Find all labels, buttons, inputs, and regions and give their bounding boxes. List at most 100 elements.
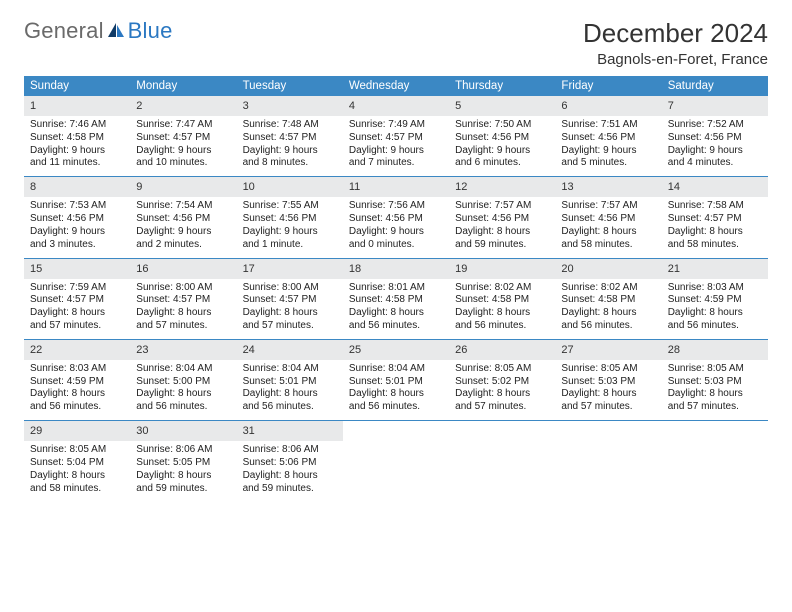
calendar-day: 13Sunrise: 7:57 AMSunset: 4:56 PMDayligh… (555, 177, 661, 257)
sunset-line: Sunset: 5:02 PM (455, 376, 549, 389)
calendar-day: 20Sunrise: 8:02 AMSunset: 4:58 PMDayligh… (555, 259, 661, 339)
calendar-day: 24Sunrise: 8:04 AMSunset: 5:01 PMDayligh… (237, 340, 343, 420)
daylight-line: Daylight: 8 hours and 57 minutes. (455, 388, 549, 414)
day-body: Sunrise: 8:05 AMSunset: 5:03 PMDaylight:… (662, 360, 768, 420)
sunset-line: Sunset: 4:56 PM (455, 132, 549, 145)
sunrise-line: Sunrise: 8:00 AM (243, 282, 337, 295)
brand-word-1: General (24, 18, 104, 44)
day-number: 20 (555, 259, 661, 279)
day-body: Sunrise: 8:04 AMSunset: 5:01 PMDaylight:… (237, 360, 343, 420)
calendar-day: 28Sunrise: 8:05 AMSunset: 5:03 PMDayligh… (662, 340, 768, 420)
sunset-line: Sunset: 4:59 PM (30, 376, 124, 389)
day-body: Sunrise: 8:02 AMSunset: 4:58 PMDaylight:… (449, 279, 555, 339)
day-body: Sunrise: 7:52 AMSunset: 4:56 PMDaylight:… (662, 116, 768, 176)
calendar-week: 8Sunrise: 7:53 AMSunset: 4:56 PMDaylight… (24, 177, 768, 258)
calendar-day: 22Sunrise: 8:03 AMSunset: 4:59 PMDayligh… (24, 340, 130, 420)
sunrise-line: Sunrise: 8:05 AM (561, 363, 655, 376)
sunset-line: Sunset: 4:57 PM (243, 132, 337, 145)
day-number: 13 (555, 177, 661, 197)
sunrise-line: Sunrise: 7:47 AM (136, 119, 230, 132)
daylight-line: Daylight: 8 hours and 56 minutes. (243, 388, 337, 414)
calendar-day: 17Sunrise: 8:00 AMSunset: 4:57 PMDayligh… (237, 259, 343, 339)
day-body: Sunrise: 8:03 AMSunset: 4:59 PMDaylight:… (662, 279, 768, 339)
calendar-day: 6Sunrise: 7:51 AMSunset: 4:56 PMDaylight… (555, 96, 661, 176)
sunrise-line: Sunrise: 7:59 AM (30, 282, 124, 295)
calendar-day: 23Sunrise: 8:04 AMSunset: 5:00 PMDayligh… (130, 340, 236, 420)
sunrise-line: Sunrise: 7:52 AM (668, 119, 762, 132)
day-number: 14 (662, 177, 768, 197)
day-body: Sunrise: 7:56 AMSunset: 4:56 PMDaylight:… (343, 197, 449, 257)
calendar-day (555, 421, 661, 501)
sunrise-line: Sunrise: 8:01 AM (349, 282, 443, 295)
day-number: 30 (130, 421, 236, 441)
day-body: Sunrise: 8:04 AMSunset: 5:01 PMDaylight:… (343, 360, 449, 420)
day-body: Sunrise: 8:06 AMSunset: 5:06 PMDaylight:… (237, 441, 343, 501)
daylight-line: Daylight: 8 hours and 57 minutes. (30, 307, 124, 333)
daylight-line: Daylight: 8 hours and 57 minutes. (243, 307, 337, 333)
sunrise-line: Sunrise: 8:03 AM (668, 282, 762, 295)
dow-cell: Monday (130, 76, 236, 96)
sunset-line: Sunset: 4:59 PM (668, 294, 762, 307)
daylight-line: Daylight: 8 hours and 59 minutes. (136, 470, 230, 496)
calendar-day: 10Sunrise: 7:55 AMSunset: 4:56 PMDayligh… (237, 177, 343, 257)
day-number: 22 (24, 340, 130, 360)
daylight-line: Daylight: 8 hours and 58 minutes. (561, 226, 655, 252)
calendar-day: 19Sunrise: 8:02 AMSunset: 4:58 PMDayligh… (449, 259, 555, 339)
day-number: 12 (449, 177, 555, 197)
calendar-day: 30 Sunrise: 8:06 AMSunset: 5:05 PMDayligh… (130, 421, 236, 501)
sunset-line: Sunset: 5:04 PM (30, 457, 124, 470)
sunrise-line: Sunrise: 7:54 AM (136, 200, 230, 213)
daylight-line: Daylight: 9 hours and 1 minute. (243, 226, 337, 252)
day-body: Sunrise: 8:04 AMSunset: 5:00 PMDaylight:… (130, 360, 236, 420)
calendar-day: 16Sunrise: 8:00 AMSunset: 4:57 PMDayligh… (130, 259, 236, 339)
day-number: 29 (24, 421, 130, 441)
day-body: Sunrise: 8:03 AMSunset: 4:59 PMDaylight:… (24, 360, 130, 420)
calendar-day (449, 421, 555, 501)
daylight-line: Daylight: 8 hours and 56 minutes. (349, 307, 443, 333)
day-body: Sunrise: 8:01 AMSunset: 4:58 PMDaylight:… (343, 279, 449, 339)
sunset-line: Sunset: 5:05 PM (136, 457, 230, 470)
daylight-line: Daylight: 8 hours and 56 minutes. (668, 307, 762, 333)
calendar-day: 9Sunrise: 7:54 AMSunset: 4:56 PMDaylight… (130, 177, 236, 257)
calendar-day: 3Sunrise: 7:48 AMSunset: 4:57 PMDaylight… (237, 96, 343, 176)
calendar-week: 29Sunrise: 8:05 AMSunset: 5:04 PMDayligh… (24, 421, 768, 501)
sunset-line: Sunset: 4:58 PM (349, 294, 443, 307)
day-body: Sunrise: 8:05 AMSunset: 5:04 PMDaylight:… (24, 441, 130, 501)
dow-cell: Friday (555, 76, 661, 96)
daylight-line: Daylight: 9 hours and 5 minutes. (561, 145, 655, 171)
sunset-line: Sunset: 4:57 PM (349, 132, 443, 145)
title-block: December 2024 Bagnols-en-Foret, France (583, 18, 768, 68)
sunset-line: Sunset: 4:57 PM (668, 213, 762, 226)
day-number: 28 (662, 340, 768, 360)
sunset-line: Sunset: 4:58 PM (455, 294, 549, 307)
day-body: Sunrise: 8:00 AMSunset: 4:57 PMDaylight:… (237, 279, 343, 339)
sunrise-line: Sunrise: 7:56 AM (349, 200, 443, 213)
day-number: 19 (449, 259, 555, 279)
calendar-day (662, 421, 768, 501)
day-body: Sunrise: 8:02 AMSunset: 4:58 PMDaylight:… (555, 279, 661, 339)
daylight-line: Daylight: 9 hours and 2 minutes. (136, 226, 230, 252)
sunrise-line: Sunrise: 8:00 AM (136, 282, 230, 295)
day-number: 15 (24, 259, 130, 279)
calendar-day: 15Sunrise: 7:59 AMSunset: 4:57 PMDayligh… (24, 259, 130, 339)
day-number: 6 (555, 96, 661, 116)
sunset-line: Sunset: 5:00 PM (136, 376, 230, 389)
daylight-line: Daylight: 9 hours and 3 minutes. (30, 226, 124, 252)
day-body: Sunrise: 7:57 AMSunset: 4:56 PMDaylight:… (449, 197, 555, 257)
day-body: Sunrise: 7:59 AMSunset: 4:57 PMDaylight:… (24, 279, 130, 339)
sunrise-line: Sunrise: 8:05 AM (455, 363, 549, 376)
dow-cell: Sunday (24, 76, 130, 96)
brand-logo: General Blue (24, 18, 173, 44)
sunset-line: Sunset: 4:58 PM (561, 294, 655, 307)
daylight-line: Daylight: 9 hours and 4 minutes. (668, 145, 762, 171)
sunrise-line: Sunrise: 8:06 AM (136, 444, 230, 457)
sunrise-line: Sunrise: 8:06 AM (243, 444, 337, 457)
day-body: Sunrise: 8:05 AMSunset: 5:02 PMDaylight:… (449, 360, 555, 420)
calendar-day: 2Sunrise: 7:47 AMSunset: 4:57 PMDaylight… (130, 96, 236, 176)
sunset-line: Sunset: 4:56 PM (561, 213, 655, 226)
sunrise-line: Sunrise: 7:57 AM (455, 200, 549, 213)
sunset-line: Sunset: 4:56 PM (349, 213, 443, 226)
calendar-week: 1Sunrise: 7:46 AMSunset: 4:58 PMDaylight… (24, 96, 768, 177)
location-label: Bagnols-en-Foret, France (583, 51, 768, 68)
sunset-line: Sunset: 5:01 PM (243, 376, 337, 389)
